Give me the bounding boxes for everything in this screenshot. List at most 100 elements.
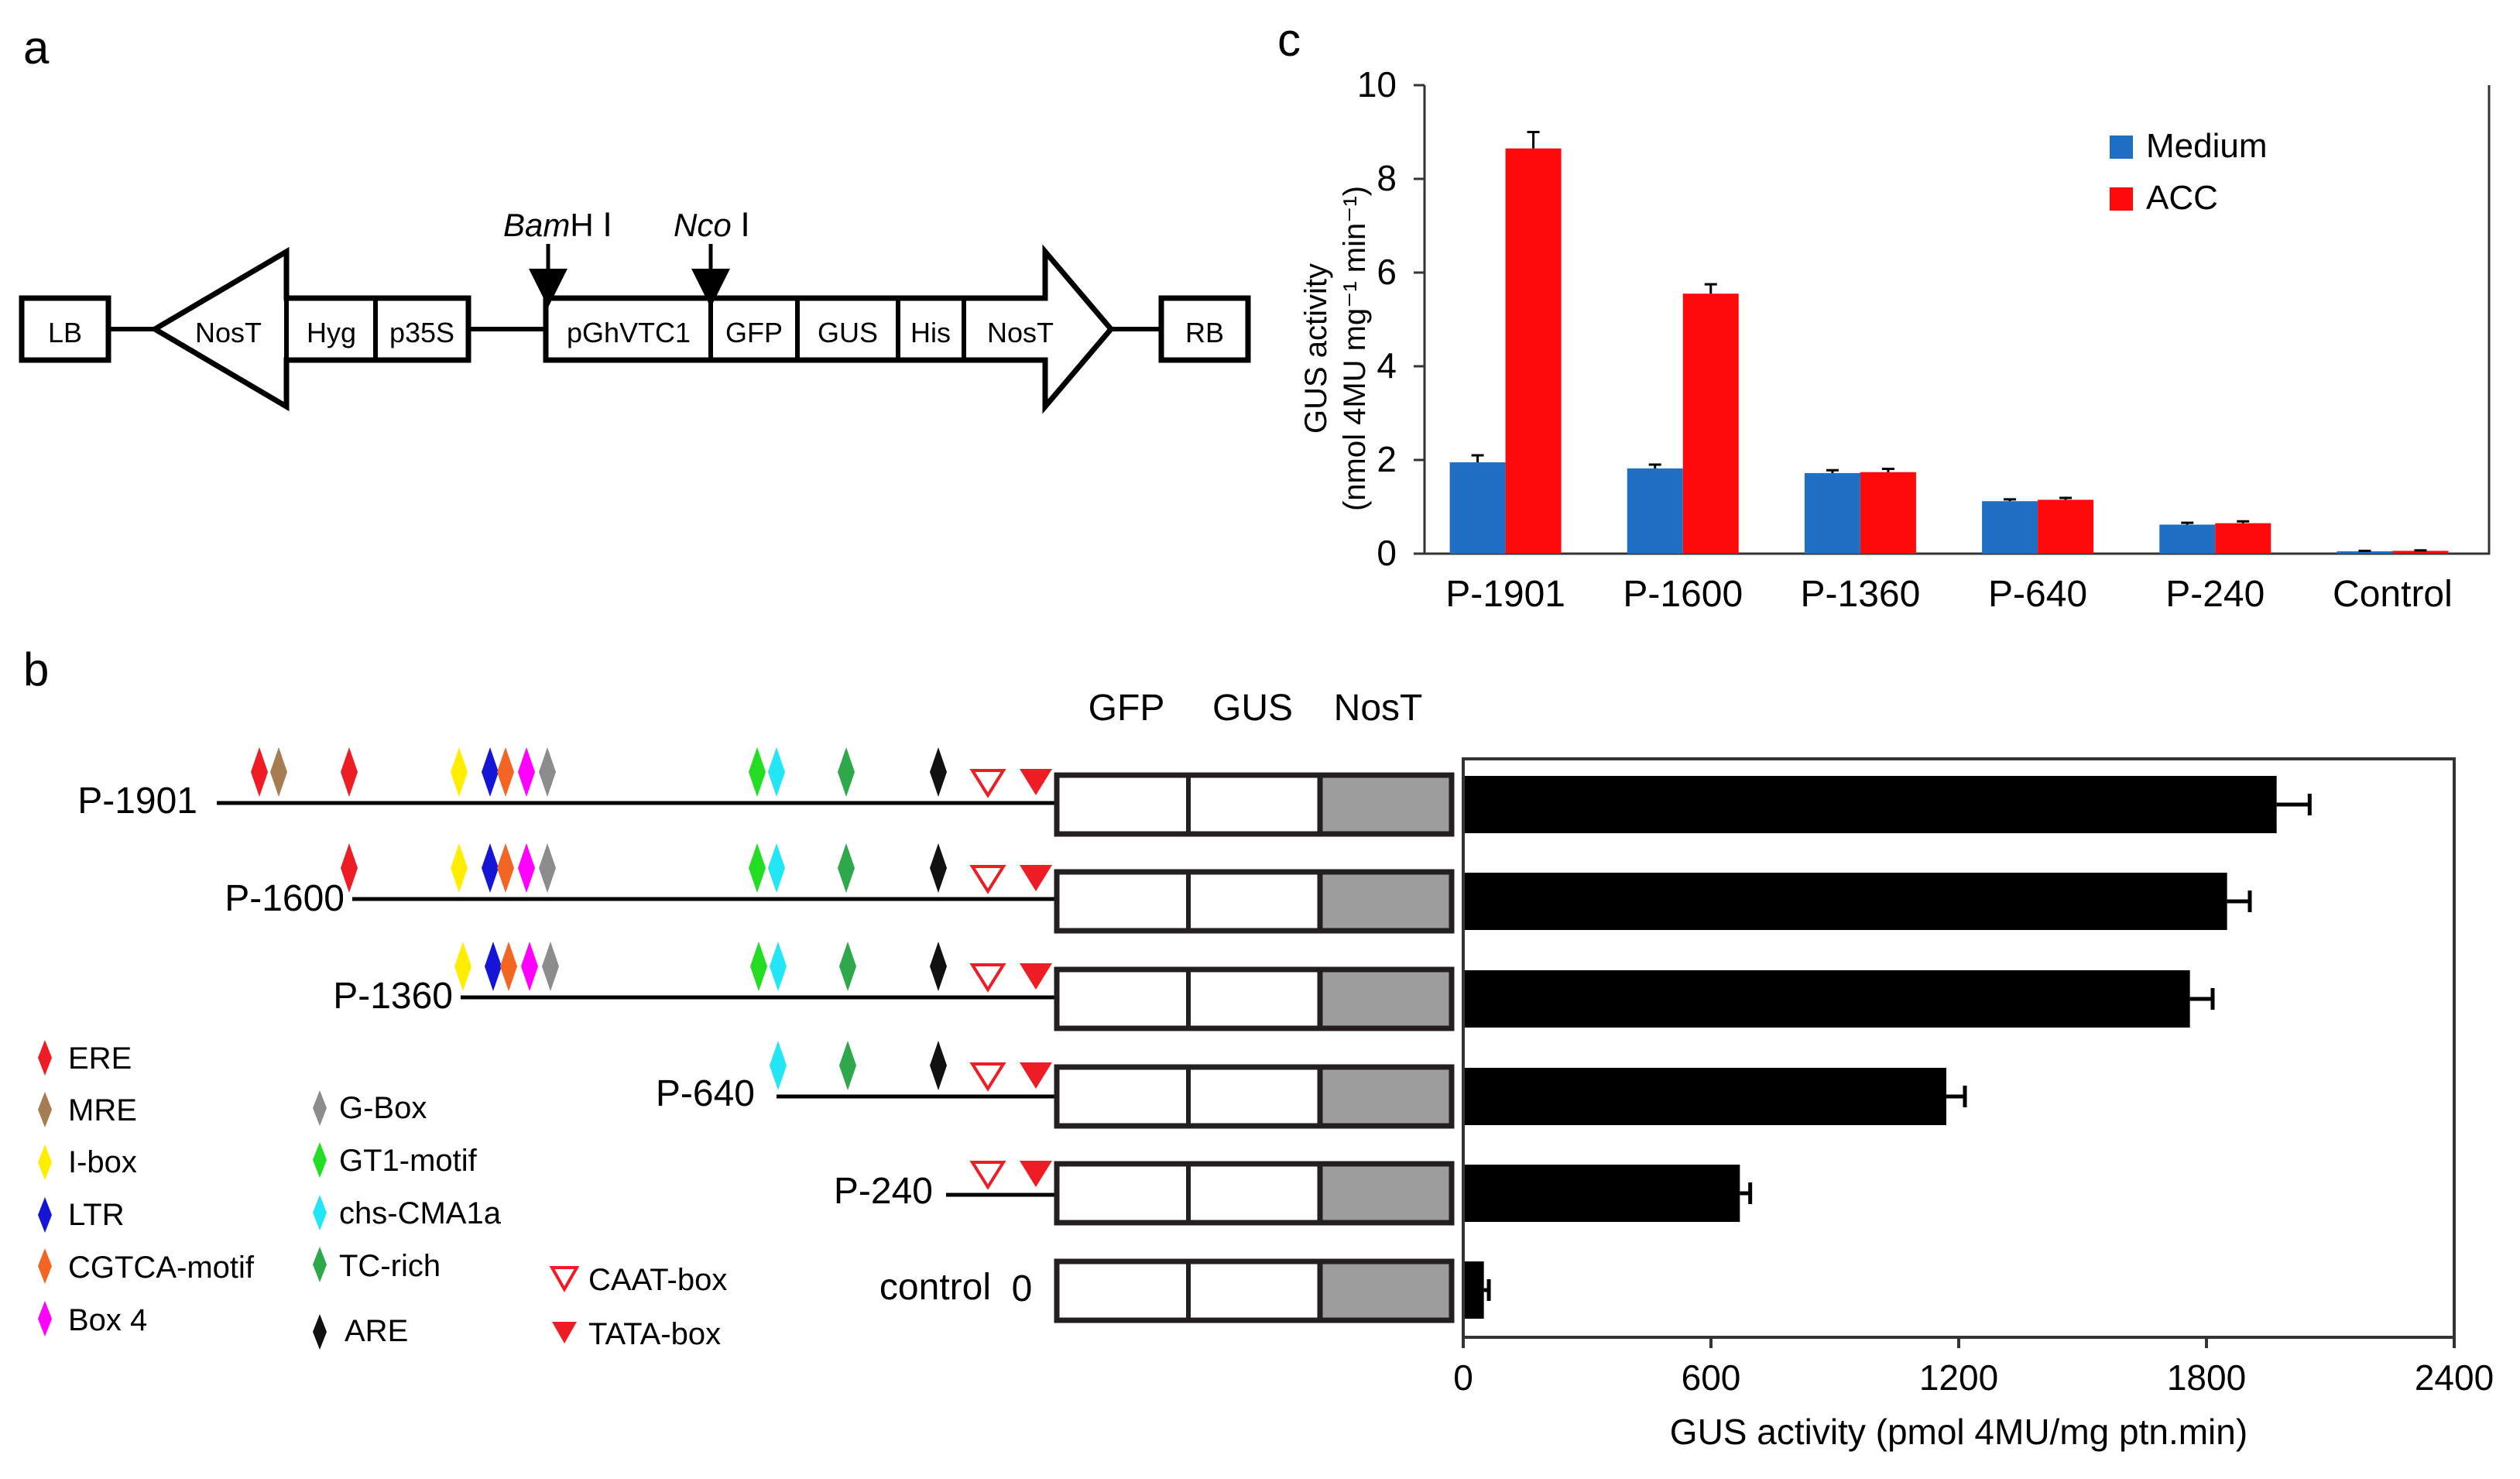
- box4-legend-icon: [38, 1301, 52, 1337]
- caat-box-motif-icon: [969, 1161, 1006, 1190]
- bar-medium-p-640: [1982, 501, 2038, 554]
- legend-acc-label: ACC: [2146, 179, 2218, 217]
- chart-c-ylabel: GUS activity (nmol 4MU mg⁻¹ min⁻¹): [1299, 186, 1372, 511]
- x-tick-label-p-1600: P-1600: [1623, 574, 1743, 615]
- legend-acc-swatch: [2110, 187, 2133, 211]
- gbox-motif-icon: [539, 843, 556, 893]
- ncoi-site-label: Nco Ⅰ: [674, 207, 750, 243]
- y-tick-label: 8: [1377, 158, 1397, 198]
- tata-box-motif-icon: [1020, 963, 1052, 990]
- reporter-box: [1054, 1258, 1455, 1323]
- mre-motif-icon: [270, 747, 287, 797]
- bar-medium-p-240: [2159, 524, 2216, 554]
- tc-rich-motif-icon: [838, 747, 855, 797]
- bar-medium-p-1600: [1627, 468, 1683, 554]
- reporter-box: [1054, 966, 1455, 1031]
- bar-medium-p-1901: [1449, 462, 1506, 554]
- hyg-label: Hyg: [307, 317, 356, 348]
- construct-label-p1901: P-1901: [77, 781, 197, 822]
- bar-p-240: [1465, 1165, 1740, 1222]
- tc-rich-legend-icon: [313, 1247, 327, 1282]
- right-cassette-arrow: [543, 244, 1115, 414]
- panel-a-label: a: [23, 22, 50, 74]
- right-nost-label: NosT: [987, 317, 1054, 348]
- gt1-motif-icon: [749, 843, 766, 893]
- chart-c-axes: 0 2 4 6 8 10: [1357, 64, 2491, 573]
- chs-cma1a-motif-icon: [768, 843, 785, 893]
- legend-label-tata-box: TATA-box: [588, 1317, 721, 1351]
- bar-acc-p-1360: [1860, 472, 1916, 554]
- panel-c-acc-induction-chart: c 0 2 4 6 8 10 P-1901 P-1600 P-1360 P-640 P-240 Co…: [1277, 14, 2491, 615]
- cgtca-legend-icon: [38, 1248, 52, 1284]
- x-tick-label: 2400: [2415, 1357, 2494, 1398]
- motifs-p1901: [251, 747, 1052, 798]
- tata-box-motif-icon: [1020, 1062, 1052, 1089]
- panel-b-promoter-deletions: b GFP GUS NosT P-1901 P-1600 P-1360 P-64…: [23, 643, 2494, 1452]
- tata-box-motif-icon: [1020, 1161, 1052, 1187]
- ere-motif-icon: [341, 843, 358, 893]
- motifs-p1600: [341, 843, 1052, 894]
- mre-legend-icon: [38, 1092, 52, 1127]
- x-tick-label-control: Control: [2333, 574, 2453, 615]
- box4-motif-icon: [518, 843, 535, 893]
- cgtca-motif-icon: [497, 747, 514, 797]
- ere-motif-icon: [251, 747, 268, 797]
- legend-label-chs-cma1a: chs-CMA1a: [339, 1196, 502, 1230]
- y-tick-label: 10: [1357, 64, 1397, 105]
- are-motif-icon: [930, 843, 947, 893]
- left-cassette-arrow: [149, 246, 471, 412]
- lb-label: LB: [48, 317, 82, 348]
- chart-c-frame: [1423, 85, 2491, 555]
- gt1-motif-icon: [750, 942, 767, 991]
- panel-c-label: c: [1277, 14, 1301, 66]
- cgtca-motif-icon: [500, 942, 517, 991]
- legend-medium-swatch: [2110, 136, 2133, 159]
- construct-label-p1360: P-1360: [333, 976, 453, 1017]
- x-tick-label: 1200: [1919, 1357, 1998, 1398]
- legend-label-ltr: LTR: [68, 1198, 125, 1232]
- bar-acc-p-640: [2038, 499, 2094, 554]
- bar-medium-p-1360: [1804, 472, 1860, 554]
- bar-acc-control: [2392, 551, 2449, 554]
- chart-c-bars: [1449, 131, 2449, 554]
- caat-box-motif-icon: [969, 865, 1006, 894]
- chart-b-frame: [1462, 757, 2456, 1339]
- chart-c-ylabel-line1: GUS activity: [1299, 263, 1333, 434]
- lb-border-box: [19, 295, 111, 363]
- rb-label: RB: [1185, 317, 1224, 348]
- x-tick-label: 600: [1682, 1357, 1741, 1398]
- reporter-box: [1054, 1161, 1455, 1226]
- construct-label-p1600: P-1600: [225, 878, 345, 919]
- y-tick-label: 0: [1377, 533, 1397, 573]
- x-tick-label: 1800: [2167, 1357, 2246, 1398]
- bar-p-1360: [1465, 970, 2190, 1028]
- y-tick-label: 4: [1377, 345, 1397, 386]
- motifs-p640: [770, 1041, 1052, 1092]
- x-tick-label: 0: [1453, 1357, 1473, 1398]
- x-tick-label-p-1901: P-1901: [1445, 574, 1565, 615]
- bamhi-site-label: BamH Ⅰ: [503, 207, 612, 243]
- ltr-motif-icon: [485, 942, 502, 991]
- tata-box-motif-icon: [1020, 769, 1052, 795]
- bar-acc-p-1901: [1505, 148, 1562, 554]
- legend-label-caat-box: CAAT-box: [588, 1263, 727, 1297]
- ere-motif-icon: [341, 747, 358, 797]
- legend-label-gt1: GT1-motif: [339, 1144, 478, 1178]
- bar-control: [1465, 1261, 1484, 1319]
- gt1-legend-icon: [313, 1142, 327, 1178]
- left-nost-label: NosT: [195, 317, 262, 348]
- y-tick-label: 6: [1377, 252, 1397, 292]
- chs-cma1a-motif-icon: [770, 942, 787, 991]
- chart-b-x-axis: 0 600 1200 1800 2400: [1453, 1337, 2494, 1398]
- chart-c-ylabel-line2: (nmol 4MU mg⁻¹ min⁻¹): [1338, 186, 1372, 511]
- chart-b-xlabel: GUS activity (pmol 4MU/mg ptn.min): [1670, 1412, 2247, 1452]
- y-tick-label: 2: [1377, 439, 1397, 479]
- chs-cma1a-motif-icon: [768, 747, 785, 797]
- his-label: His: [910, 317, 951, 348]
- are-motif-icon: [930, 942, 947, 991]
- are-legend-icon: [313, 1314, 327, 1350]
- tata-box-motif-icon: [1020, 865, 1052, 891]
- chart-c-x-tick-labels: P-1901 P-1600 P-1360 P-640 P-240 Control: [1445, 574, 2453, 615]
- tc-rich-motif-icon: [839, 942, 856, 991]
- bar-acc-p-240: [2215, 523, 2271, 554]
